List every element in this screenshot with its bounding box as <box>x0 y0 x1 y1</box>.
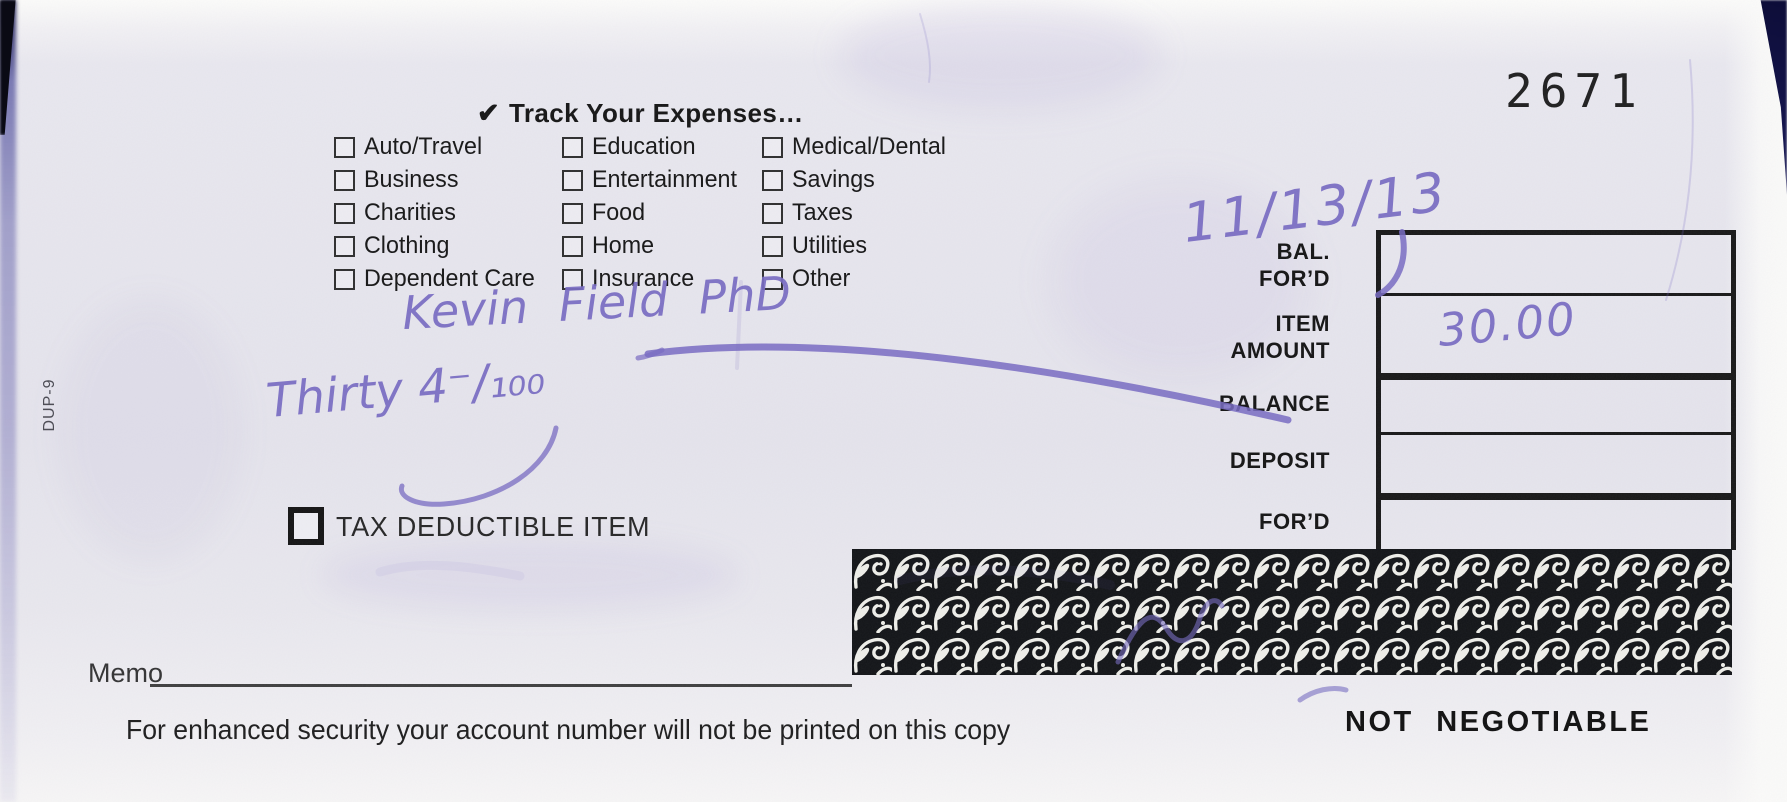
checkmark-icon: ✔ <box>477 98 501 128</box>
expense-option-savings: Savings <box>762 167 877 193</box>
checkbox-icon <box>562 137 583 158</box>
check-number: 2671 <box>1505 64 1644 118</box>
tracker-title-text: Track Your Expenses… <box>509 98 804 128</box>
expense-option-label: Taxes <box>792 199 853 226</box>
expense-option-label: Food <box>592 199 646 226</box>
expense-option-label: Savings <box>792 166 875 193</box>
expense-option-auto-travel: Auto/Travel <box>334 134 486 160</box>
row-label-balance: BALANCE <box>1218 391 1330 416</box>
expense-option-entertainment: Entertainment <box>562 167 741 193</box>
security-note: For enhanced security your account numbe… <box>126 714 1011 745</box>
row-label-line: ITEM <box>1275 311 1330 336</box>
expense-option-label: Auto/Travel <box>364 133 483 160</box>
expense-option-label: Other <box>792 265 851 292</box>
memo-line <box>150 684 852 687</box>
checkbox-icon <box>762 170 783 191</box>
expense-option-label: Home <box>592 232 655 259</box>
checkbox-icon <box>334 269 355 290</box>
checkbox-icon <box>334 170 355 191</box>
row-label-line: FOR’D <box>1259 266 1330 291</box>
checkbox-icon <box>562 203 583 224</box>
expense-option-label: Entertainment <box>592 166 737 193</box>
checkbox-icon <box>762 203 783 224</box>
checkbox-icon <box>334 137 355 158</box>
checkbox-icon <box>334 236 355 257</box>
tax-deductible-checkbox-icon <box>288 507 324 545</box>
expense-option-charities: Charities <box>334 200 459 226</box>
row-label-ford: FOR’D <box>1259 509 1330 534</box>
table-divider-thick <box>1381 493 1731 500</box>
expense-option-label: Medical/Dental <box>792 133 946 160</box>
expense-option-business: Business <box>334 167 461 193</box>
checkbox-icon <box>762 236 783 257</box>
checkbox-icon <box>334 203 355 224</box>
register-table <box>1376 230 1736 550</box>
scan-edge-left <box>0 0 16 802</box>
expense-option-label: Charities <box>364 199 456 226</box>
expense-option-label: Utilities <box>792 232 868 259</box>
expense-option-education: Education <box>562 134 699 160</box>
expense-option-label: Clothing <box>364 232 450 259</box>
dup-label: DUP-9 <box>41 378 58 432</box>
tax-deductible-label: TAX DEDUCTIBLE ITEM <box>336 511 651 542</box>
table-divider-thick <box>1381 373 1731 380</box>
expense-option-clothing: Clothing <box>334 233 452 259</box>
expense-option-label: Education <box>592 133 696 160</box>
row-label-item-amount: ITEM AMOUNT <box>1140 310 1330 364</box>
expense-option-home: Home <box>562 233 656 259</box>
checkbox-icon <box>562 170 583 191</box>
checkbox-icon <box>562 236 583 257</box>
table-divider <box>1381 432 1731 435</box>
expense-option-label: Business <box>364 166 459 193</box>
expense-option-food: Food <box>562 200 647 226</box>
expense-option-medical-dental: Medical/Dental <box>762 134 951 160</box>
row-label-deposit: DEPOSIT <box>1229 448 1330 473</box>
checkbox-icon <box>762 137 783 158</box>
expense-option-taxes: Taxes <box>762 200 855 226</box>
security-ornament-band <box>852 549 1732 675</box>
expense-option-utilities: Utilities <box>762 233 869 259</box>
not-negotiable-stamp: NOT NEGOTIABLE <box>1345 706 1652 738</box>
row-label-line: AMOUNT <box>1230 338 1330 363</box>
expense-tracker-title: ✔ Track Your Expenses… <box>477 98 804 129</box>
